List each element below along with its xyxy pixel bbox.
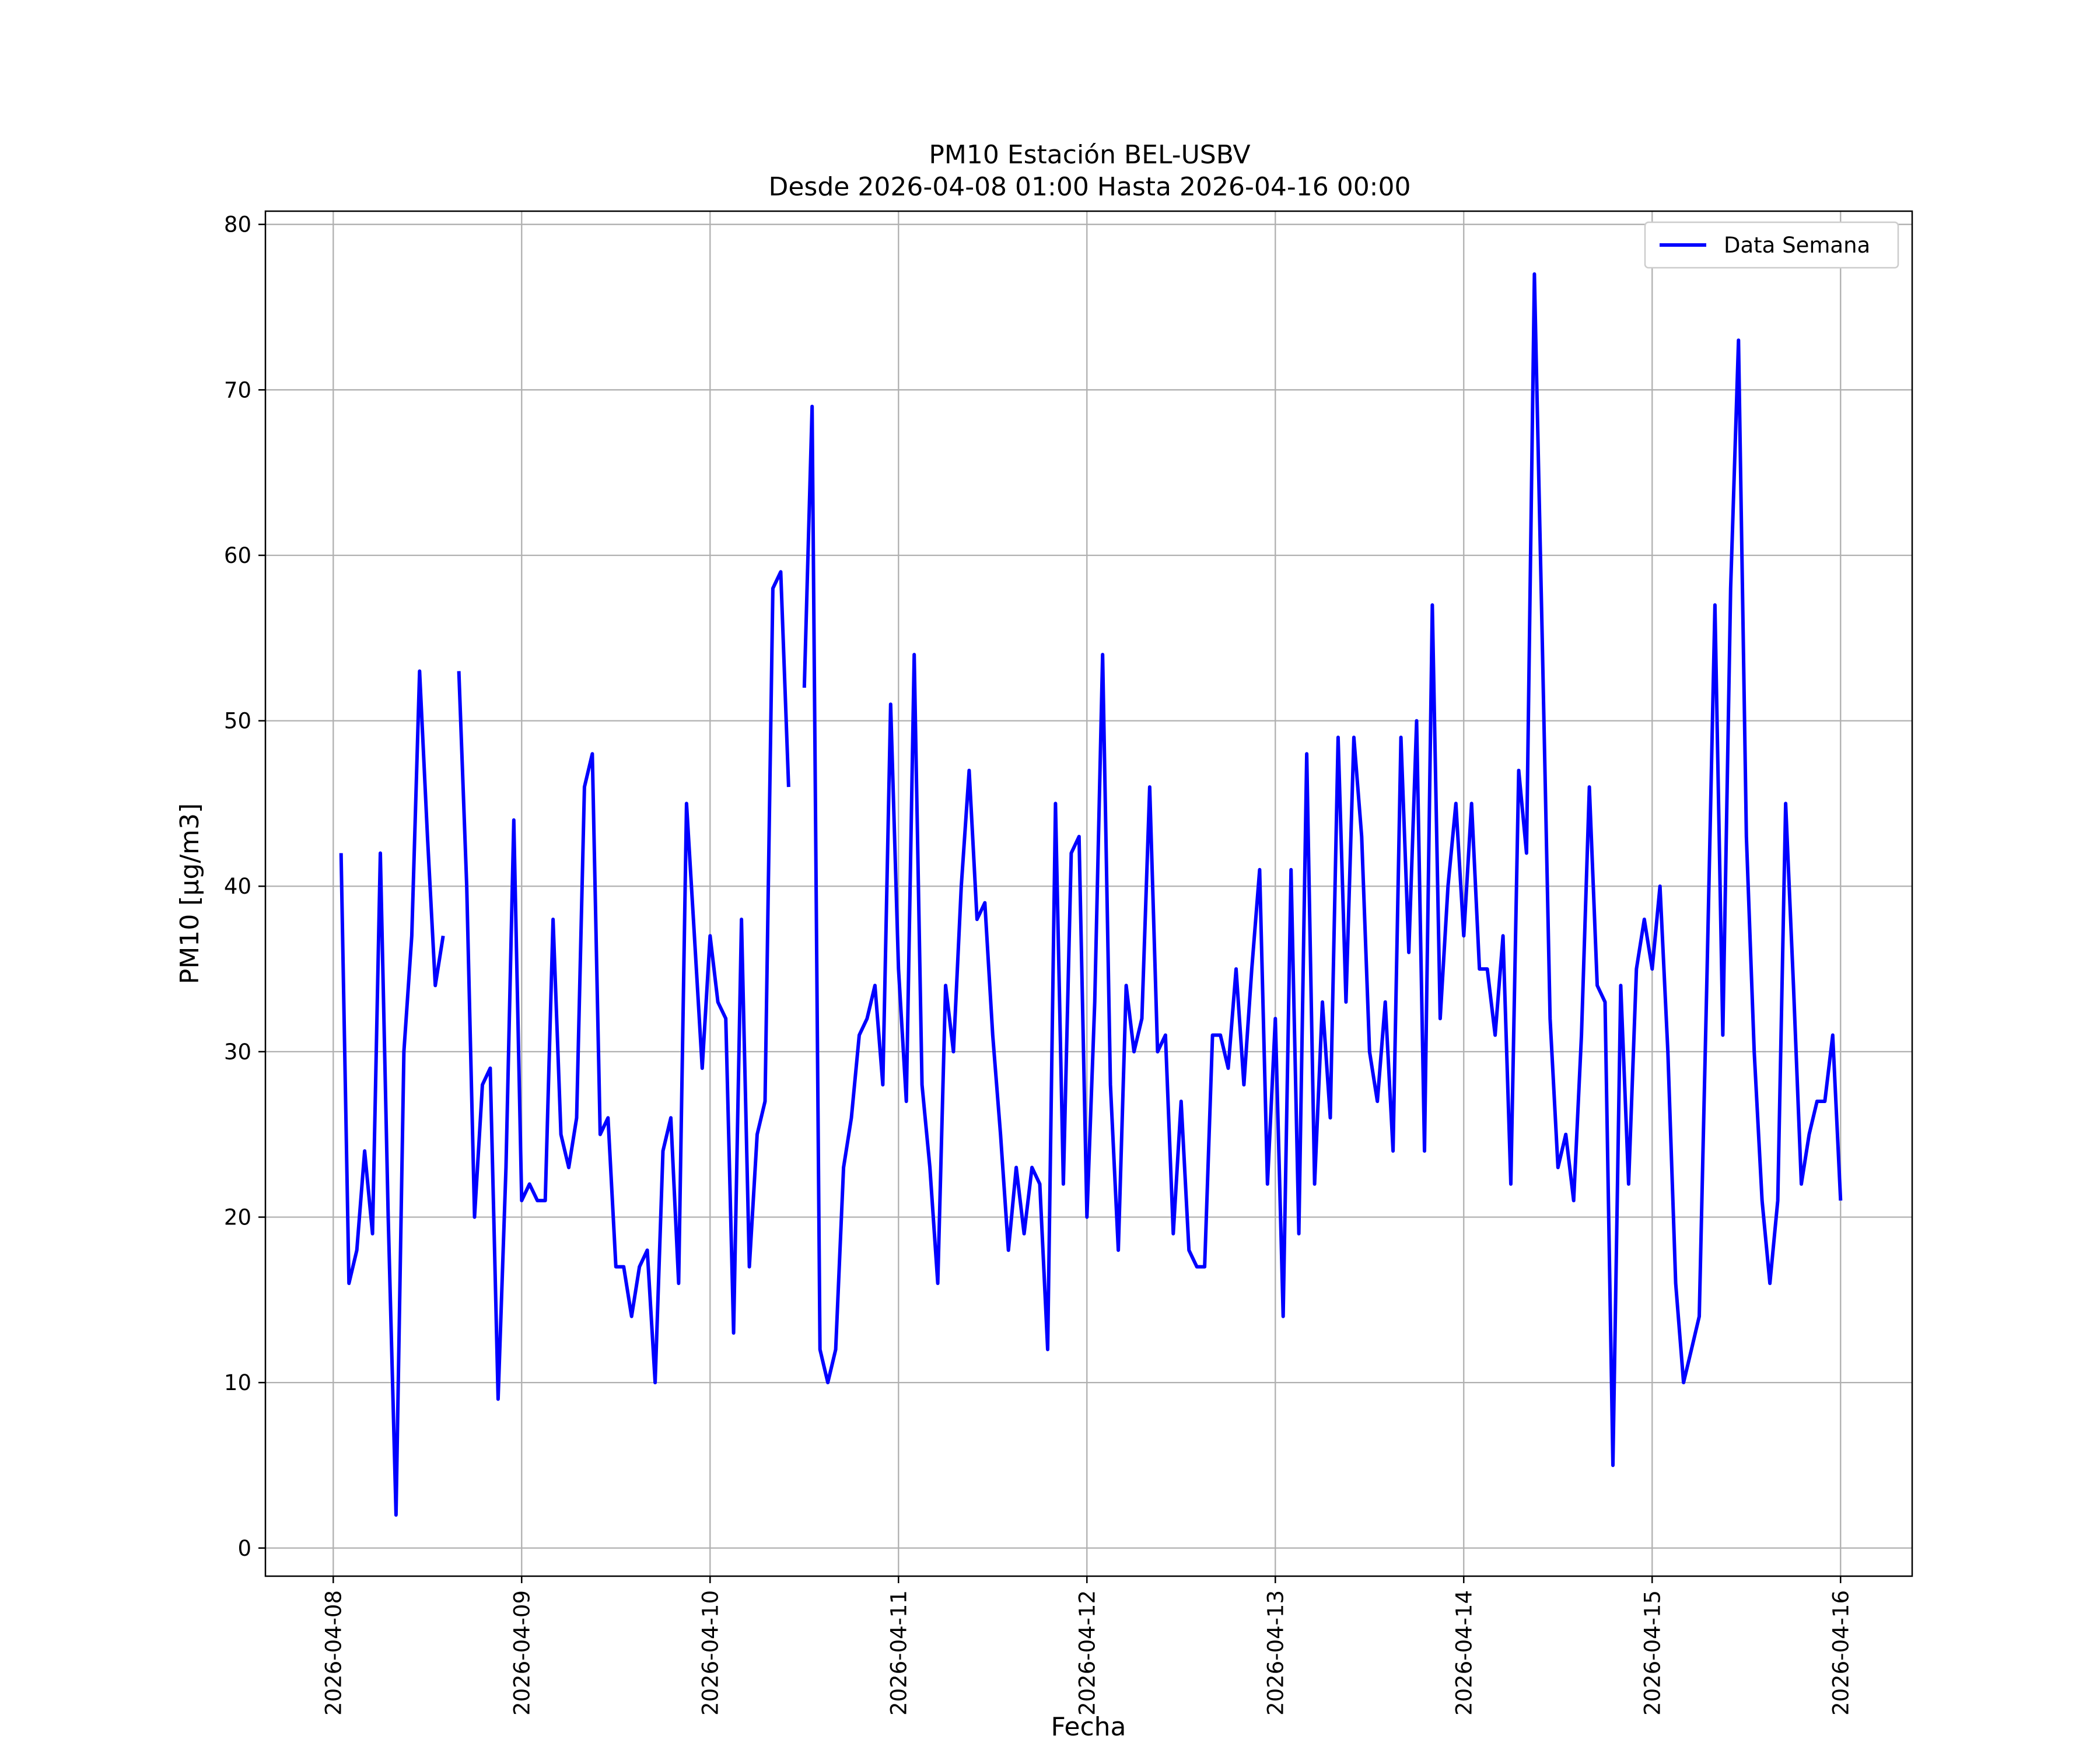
series-line-data-semana [457, 570, 790, 1401]
series-line-data-semana [339, 669, 445, 1517]
y-tick-label: 10 [224, 1370, 251, 1395]
y-axis-label: PM10 [μg/m3] [175, 803, 205, 984]
x-tick-label: 2026-04-14 [1451, 1590, 1476, 1716]
y-tick-label: 30 [224, 1040, 251, 1065]
x-axis-label: Fecha [1051, 1712, 1126, 1742]
axis-ticks: 2026-04-08 2026-04-09 2026-04-10 2026-04-11… [224, 212, 1853, 1716]
y-tick-label: 50 [224, 709, 251, 734]
plot-frame [264, 210, 1913, 1577]
y-tick-label: 20 [224, 1205, 251, 1230]
legend-label: Data Semana [1724, 233, 1870, 258]
x-tick-label: 2026-04-10 [698, 1590, 723, 1716]
x-tick-label: 2026-04-08 [321, 1590, 346, 1716]
x-tick-label: 2026-04-09 [509, 1590, 534, 1716]
y-tick-label: 0 [237, 1536, 251, 1561]
chart-title: PM10 Estación BEL-USBV [929, 140, 1250, 170]
grid-lines [265, 211, 1912, 1576]
y-tick-label: 80 [224, 212, 251, 237]
x-tick-label: 2026-04-16 [1828, 1590, 1853, 1716]
legend: Data Semana [1644, 221, 1899, 269]
series-line-data-semana [802, 272, 1843, 1467]
chart-subtitle: Desde 2026-04-08 01:00 Hasta 2026-04-16 … [768, 172, 1410, 202]
y-tick-label: 60 [224, 543, 251, 568]
x-tick-label: 2026-04-13 [1263, 1590, 1288, 1716]
x-tick-label: 2026-04-12 [1074, 1590, 1100, 1716]
x-tick-label: 2026-04-11 [886, 1590, 911, 1716]
y-tick-label: 40 [224, 874, 251, 899]
legend-box [1644, 221, 1899, 269]
x-tick-label: 2026-04-15 [1640, 1590, 1665, 1716]
y-tick-label: 70 [224, 377, 251, 402]
series-layer [339, 272, 1843, 1517]
